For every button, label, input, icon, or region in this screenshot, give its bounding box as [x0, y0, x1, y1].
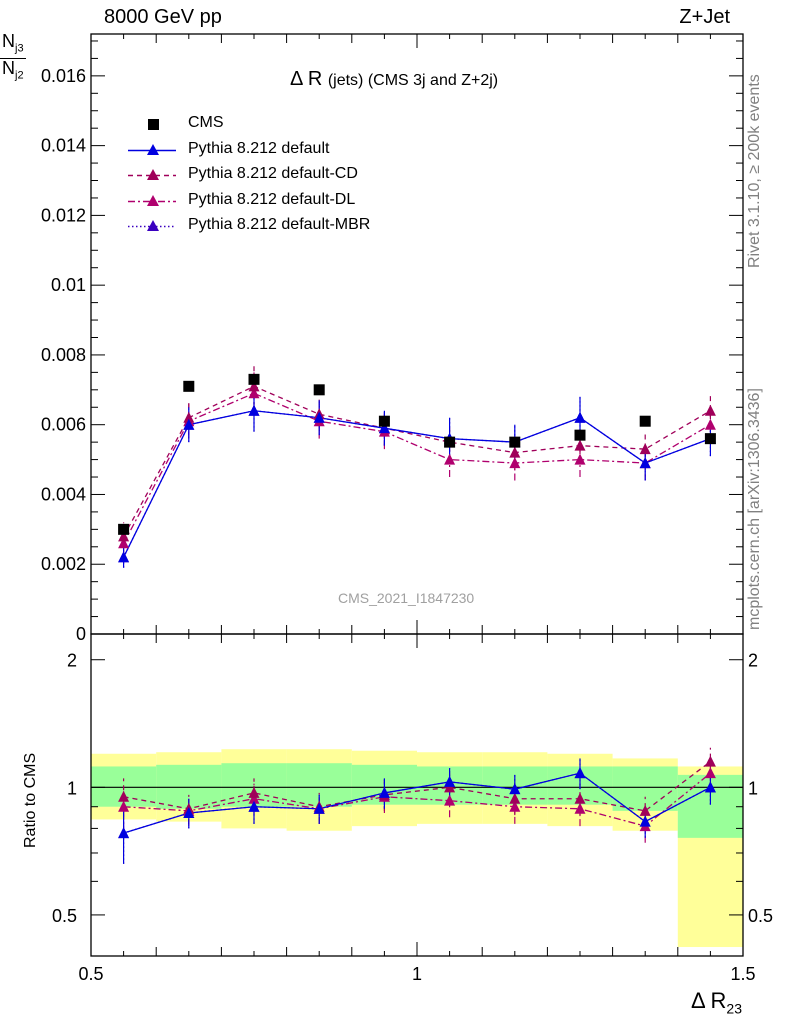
- ratio-series-marker: [248, 800, 260, 812]
- main-series-marker: [118, 551, 130, 563]
- axis-ticks: [90, 34, 744, 956]
- main-series-marker: [639, 443, 651, 455]
- main-series-marker: [118, 530, 130, 542]
- main-series-marker: [704, 418, 716, 430]
- main-series-marker: [248, 404, 260, 416]
- cms-data-point: [313, 384, 325, 396]
- ratio-series-marker: [639, 815, 651, 827]
- mcplots-label: mcplots.cern.ch [arXiv:1306.3436]: [746, 388, 763, 630]
- main-series-marker: [444, 453, 456, 465]
- main-series-marker: [183, 411, 195, 423]
- main-series-line: [123, 410, 711, 558]
- main-series-marker: [574, 439, 586, 451]
- main-y-tick-label: 0: [76, 624, 86, 644]
- main-y-tick-label: 0.012: [41, 205, 86, 225]
- cms-data-point: [378, 415, 390, 427]
- header-left: 8000 GeV pp: [104, 6, 222, 28]
- ratio-series-marker: [118, 800, 130, 812]
- ratio-series-line: [123, 761, 711, 812]
- main-series-marker: [639, 457, 651, 469]
- ratio-uncertainty-bands: [91, 749, 743, 948]
- main-series-marker: [574, 411, 586, 423]
- cms-data-point: [183, 380, 195, 392]
- y-label-denominator: Nj2: [2, 57, 24, 82]
- legend-symbol-default-dl: [128, 194, 176, 206]
- legend-symbol-default: [128, 143, 176, 155]
- data-markers: [118, 373, 716, 839]
- x-tick-label: 1.5: [730, 964, 755, 984]
- ratio-series-marker: [574, 802, 586, 814]
- ratio-series-marker: [509, 792, 521, 804]
- ratio-series-marker: [574, 767, 586, 779]
- ratio-series-marker: [248, 792, 260, 804]
- legend-symbol-default-cd: [128, 169, 176, 180]
- main-series-marker: [378, 422, 390, 434]
- tick-labels: 0 0.002 0.004 0.006 0.008 0.01 0.012 0.014 0.016…: [41, 66, 773, 984]
- ratio-series-marker: [313, 802, 325, 814]
- y-axis-label: Nj3 Nj2: [0, 32, 26, 84]
- ratio-series-marker: [444, 794, 456, 806]
- main-series-marker: [248, 387, 260, 399]
- x-axis-label: Δ R23: [690, 988, 742, 1017]
- ratio-y-axis-label: Ratio to CMS: [22, 752, 39, 848]
- header-right: Z+Jet: [679, 6, 730, 28]
- ratio-series-marker: [704, 767, 716, 779]
- ratio-series-line: [123, 772, 711, 827]
- ratio-series-marker: [183, 806, 195, 818]
- ratio-y-tick-label-left: 0.5: [52, 906, 77, 926]
- x-tick-label: 1: [412, 964, 422, 984]
- ratio-y-tick-label-right: 2: [748, 651, 758, 671]
- rivet-label: Rivet 3.1.10, ≥ 200k events: [746, 74, 763, 268]
- cms-data-point: [639, 415, 651, 427]
- legend-symbol-cms: [148, 119, 159, 130]
- y-label-numerator: Nj3: [0, 32, 26, 59]
- cms-data-point: [118, 523, 130, 535]
- main-y-tick-label: 0.004: [41, 484, 86, 504]
- x-tick-label: 0.5: [78, 964, 103, 984]
- ratio-series-marker: [248, 786, 260, 798]
- ratio-y-tick-label-right: 0.5: [748, 906, 773, 926]
- ratio-y-tick-label-left: 1: [67, 778, 77, 798]
- cms-data-point: [704, 433, 716, 445]
- cms-data-point: [444, 436, 456, 448]
- main-series-marker: [509, 457, 521, 469]
- ratio-series-line: [123, 772, 711, 834]
- main-y-tick-label: 0.01: [51, 275, 86, 295]
- ratio-series-marker: [574, 792, 586, 804]
- main-y-tick-label: 0.014: [41, 136, 86, 156]
- main-series-marker: [313, 411, 325, 423]
- ratio-series-marker: [639, 804, 651, 816]
- cms-data-point: [574, 429, 586, 441]
- ratio-series-marker: [378, 786, 390, 798]
- ratio-series-marker: [118, 827, 130, 839]
- plot-title: Δ R (jets) (CMS 3j and Z+2j): [290, 68, 499, 90]
- main-series-marker: [248, 380, 260, 392]
- ratio-series-marker: [704, 781, 716, 793]
- cms-data-point: [509, 436, 521, 448]
- ratio-series-marker: [509, 800, 521, 812]
- cms-data-point: [248, 373, 260, 385]
- main-series-line: [123, 410, 711, 558]
- ratio-y-tick-label-right: 1: [748, 778, 758, 798]
- main-series-line: [123, 392, 711, 544]
- main-y-tick-label: 0.006: [41, 415, 86, 435]
- analysis-reference: CMS_2021_I1847230: [338, 590, 475, 606]
- main-series-marker: [509, 446, 521, 458]
- main-y-tick-label: 0.002: [41, 554, 86, 574]
- main-series-marker: [704, 404, 716, 416]
- main-series-marker: [118, 537, 130, 549]
- main-series-line: [123, 385, 711, 537]
- ratio-series-marker: [509, 783, 521, 795]
- ratio-series-marker: [444, 775, 456, 787]
- main-y-tick-label: 0.008: [41, 345, 86, 365]
- series-lines: [123, 385, 711, 834]
- main-series-marker: [183, 418, 195, 430]
- main-y-tick-label: 0.016: [41, 66, 86, 86]
- legend-symbol-default-mbr: [128, 220, 176, 231]
- ratio-y-tick-label-left: 2: [67, 651, 77, 671]
- ratio-series-marker: [118, 790, 130, 802]
- ratio-series-marker: [704, 755, 716, 767]
- main-series-marker: [574, 453, 586, 465]
